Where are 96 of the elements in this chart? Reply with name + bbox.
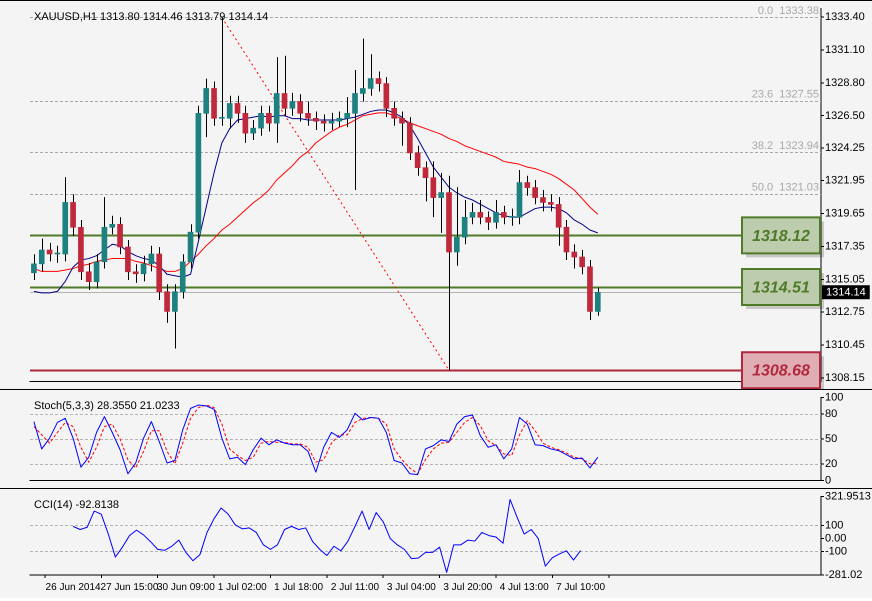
y-tick-label: 1317.35 (825, 240, 865, 252)
y-tick-label: 50 (825, 433, 838, 446)
candlestick (548, 194, 554, 212)
ref-line-label: 50.0 1321.03 (752, 181, 819, 194)
y-tick-label: 100 (825, 392, 844, 404)
y-tick-label: 100 (825, 519, 844, 532)
candlestick (328, 112, 334, 131)
x-tick-label: 1 Jul 02:00 (218, 582, 268, 593)
ref-line-label: 1314.51 (752, 279, 810, 296)
y-tick-label: 1328.80 (825, 76, 865, 89)
candlestick (524, 175, 530, 196)
y-tick-label: 1308.15 (825, 372, 865, 384)
candlestick (430, 160, 436, 218)
candlestick (226, 95, 233, 130)
candlestick (368, 54, 374, 96)
ref-line-label: 1314.14 (826, 286, 866, 298)
x-tick-label: 4 Jul 13:00 (500, 582, 550, 593)
x-tick-label: 30 Jun 09:00 (156, 582, 216, 593)
candlestick (391, 100, 398, 126)
candlestick (399, 110, 405, 146)
candlestick (132, 264, 139, 284)
candlestick (38, 238, 45, 272)
ref-line-label: 23.6 1327.55 (752, 88, 819, 100)
y-tick-label: 20 (825, 458, 838, 470)
ref-line-label: 1308.68 (752, 362, 810, 380)
candlestick (360, 38, 366, 102)
candlestick (477, 200, 484, 225)
y-tick-label: 0 (825, 474, 832, 486)
ref-line-label: 0.0 1333.38 (758, 4, 819, 17)
ref-line-label: 38.2 1323.94 (752, 140, 819, 152)
candlestick (148, 245, 154, 272)
candlestick (31, 254, 37, 280)
candlestick (172, 284, 178, 350)
ref-line-label: 1318.12 (752, 228, 810, 245)
x-tick-label: 1 Jul 18:00 (274, 582, 324, 593)
candlestick (282, 55, 288, 116)
y-tick-label: 1315.05 (825, 273, 865, 286)
candlestick (454, 186, 460, 266)
candlestick (109, 215, 116, 235)
candlestick (54, 245, 60, 264)
candlestick (462, 200, 468, 245)
candlestick (290, 92, 296, 116)
y-tick-label: 1331.10 (825, 44, 865, 56)
y-tick-label: -281.02 (825, 569, 862, 582)
y-tick-label: 1310.45 (825, 339, 865, 352)
candlestick (485, 210, 491, 230)
candlestick (344, 96, 350, 128)
candlestick (234, 95, 240, 124)
candlestick (556, 196, 562, 246)
candlestick (320, 114, 327, 132)
chart-title: Stoch(5,3,3) 28.3550 21.0233 (34, 400, 180, 412)
candlestick (117, 216, 123, 255)
x-tick-label: 27 Jun 15:00 (100, 582, 159, 593)
x-tick-label: 3 Jul 04:00 (386, 582, 436, 593)
candlestick (313, 110, 319, 131)
candlestick (140, 255, 146, 282)
x-tick-label: 3 Jul 20:00 (443, 582, 493, 593)
chart-title: CCI(14) -92.8138 (34, 499, 119, 512)
candlestick (336, 110, 342, 128)
candlestick (493, 200, 499, 230)
candlestick (414, 145, 420, 176)
candlestick (46, 242, 52, 262)
candlestick (94, 254, 100, 290)
y-tick-label: 1333.40 (825, 11, 865, 24)
y-tick-label: 1324.25 (825, 142, 865, 154)
candlestick (594, 287, 601, 316)
x-tick-label: 2 Jul 11:00 (330, 582, 380, 593)
y-tick-label: 80 (825, 408, 838, 420)
candlestick (532, 180, 538, 205)
y-tick-label: 1319.65 (825, 208, 865, 220)
candlestick (376, 70, 382, 92)
candlestick (470, 202, 476, 225)
chart-title: XAUUSD,H1 1313.80 1314.46 1313.79 1314.14 (34, 11, 268, 24)
candlestick (266, 105, 272, 132)
y-tick-label: 0.00 (825, 532, 846, 544)
candlestick (250, 120, 256, 141)
x-tick-label: 7 Jul 10:00 (556, 582, 606, 593)
candlestick (86, 262, 92, 290)
candlestick (500, 205, 507, 225)
y-tick-label: 1321.95 (825, 174, 865, 187)
y-tick-label: 321.9513 (825, 490, 871, 503)
candlestick (258, 105, 264, 136)
candlestick (422, 160, 428, 202)
candlestick (164, 284, 170, 324)
y-tick-label: 1312.75 (825, 306, 865, 318)
candlestick (297, 94, 304, 122)
candlestick (352, 70, 358, 190)
y-tick-label: 1326.50 (825, 110, 865, 122)
y-tick-label: -100 (825, 545, 848, 558)
x-tick-label: 26 Jun 2014 (46, 582, 102, 593)
candlestick (242, 105, 248, 144)
candlestick (305, 100, 311, 126)
candlestick (571, 244, 578, 270)
candlestick (540, 190, 546, 212)
candlestick (438, 172, 444, 234)
candlestick (579, 249, 585, 275)
